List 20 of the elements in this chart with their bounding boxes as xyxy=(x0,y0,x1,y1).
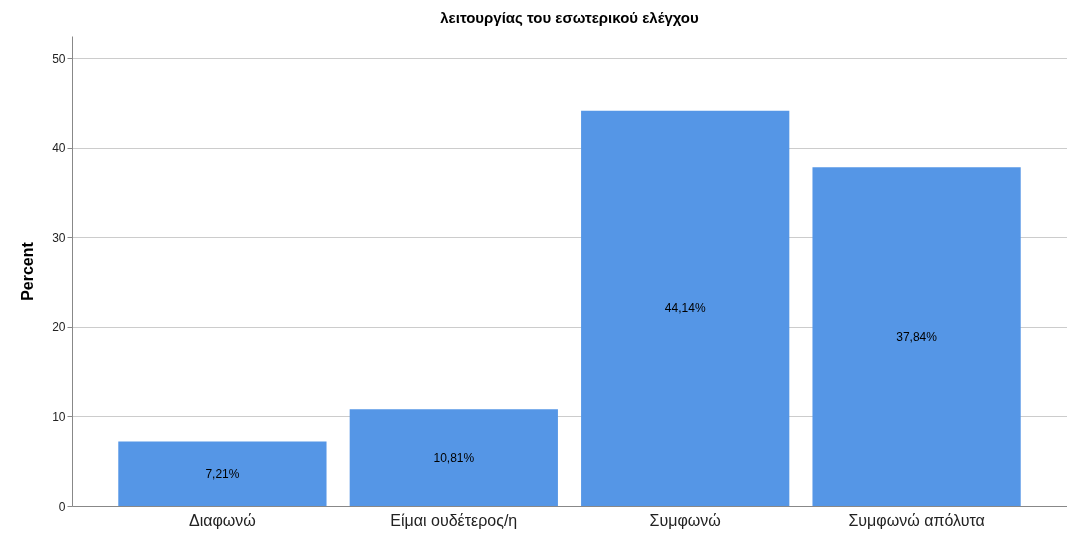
data-label: 7,21% xyxy=(205,466,240,481)
y-tick-label: 50 xyxy=(52,51,66,66)
bar xyxy=(349,409,558,506)
bar xyxy=(581,110,790,506)
bar xyxy=(812,167,1021,506)
data-label: 44,14% xyxy=(664,301,706,316)
chart-title: λειτουργίας του εσωτερικού ελέγχου xyxy=(440,9,700,26)
bar xyxy=(118,441,327,506)
data-label: 10,81% xyxy=(433,450,475,465)
y-tick-label: 30 xyxy=(52,230,66,245)
y-tick-label: 0 xyxy=(58,499,66,514)
x-tick-label: Είμαι ουδέτερος/η xyxy=(390,511,518,529)
x-tick-label: Συμφωνώ απόλυτα xyxy=(848,511,985,529)
y-axis-title: Percent xyxy=(19,241,37,301)
x-tick-label: Διαφωνώ xyxy=(188,511,256,529)
data-label: 37,84% xyxy=(896,329,938,344)
y-tick-label: 20 xyxy=(52,320,66,335)
x-tick-label: Συμφωνώ xyxy=(649,511,721,529)
y-tick-label: 40 xyxy=(52,141,66,156)
y-tick-label: 10 xyxy=(52,409,66,424)
